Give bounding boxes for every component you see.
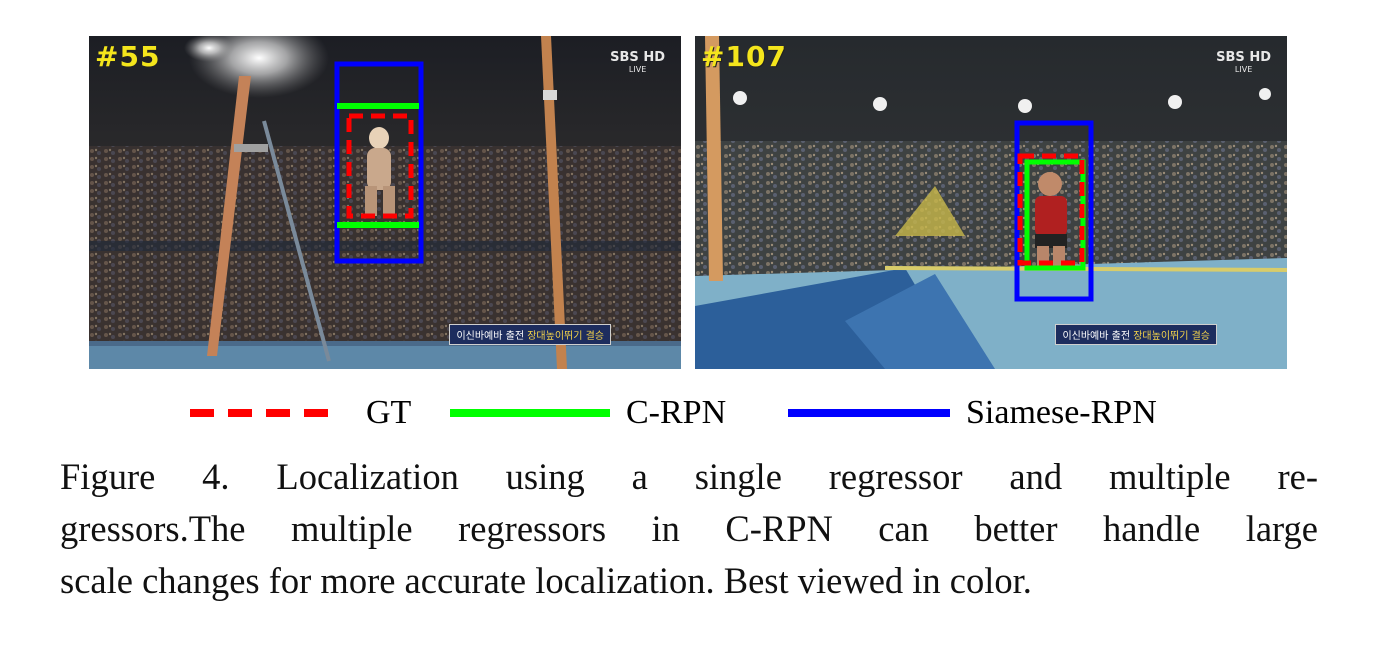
siamese-rpn-box-right bbox=[1014, 120, 1094, 302]
broadcast-ticker: 이신바예바 출전 장대높이뛰기 결승 bbox=[1055, 324, 1217, 345]
frame-number: #55 bbox=[95, 40, 161, 73]
athlete-right bbox=[1035, 172, 1067, 268]
figure-caption-line-1: Figure 4. Localization using a single re… bbox=[60, 456, 1318, 497]
legend-swatch-c-rpn bbox=[450, 409, 610, 417]
tracking-frame-107: #107 SBS HD LIVE 이신바예바 출전 장대높이뛰기 결승 bbox=[695, 36, 1287, 369]
frame-number: #107 bbox=[701, 40, 787, 73]
tracking-frame-55: #55 SBS HD LIVE 이신바예바 출전 장대높이뛰기 결승 bbox=[89, 36, 681, 369]
legend-label-gt: GT bbox=[366, 394, 412, 431]
figure-caption-line-2: gressors.The multiple regressors in C-RP… bbox=[60, 508, 1318, 549]
broadcast-ticker: 이신바예바 출전 장대높이뛰기 결승 bbox=[449, 324, 611, 345]
legend-label-c-rpn: C-RPN bbox=[626, 394, 727, 431]
siamese-rpn-box-left bbox=[334, 61, 424, 264]
broadcaster-logo: SBS HD LIVE bbox=[1216, 50, 1271, 74]
gt-box-left bbox=[346, 113, 414, 219]
legend-swatch-gt bbox=[190, 409, 340, 417]
athlete-left bbox=[365, 127, 395, 216]
figure-caption-line-3: scale changes for more accurate localiza… bbox=[60, 560, 1032, 601]
gt-box-right bbox=[1017, 153, 1085, 266]
stadium-scene-right bbox=[695, 36, 1287, 369]
stadium-scene-left bbox=[89, 36, 681, 369]
broadcaster-logo: SBS HD LIVE bbox=[610, 50, 665, 74]
figure-legend: GT C-RPN Siamese-RPN bbox=[0, 393, 1376, 437]
legend-label-siamese-rpn: Siamese-RPN bbox=[966, 394, 1157, 431]
legend-swatch-siamese-rpn bbox=[788, 409, 950, 417]
